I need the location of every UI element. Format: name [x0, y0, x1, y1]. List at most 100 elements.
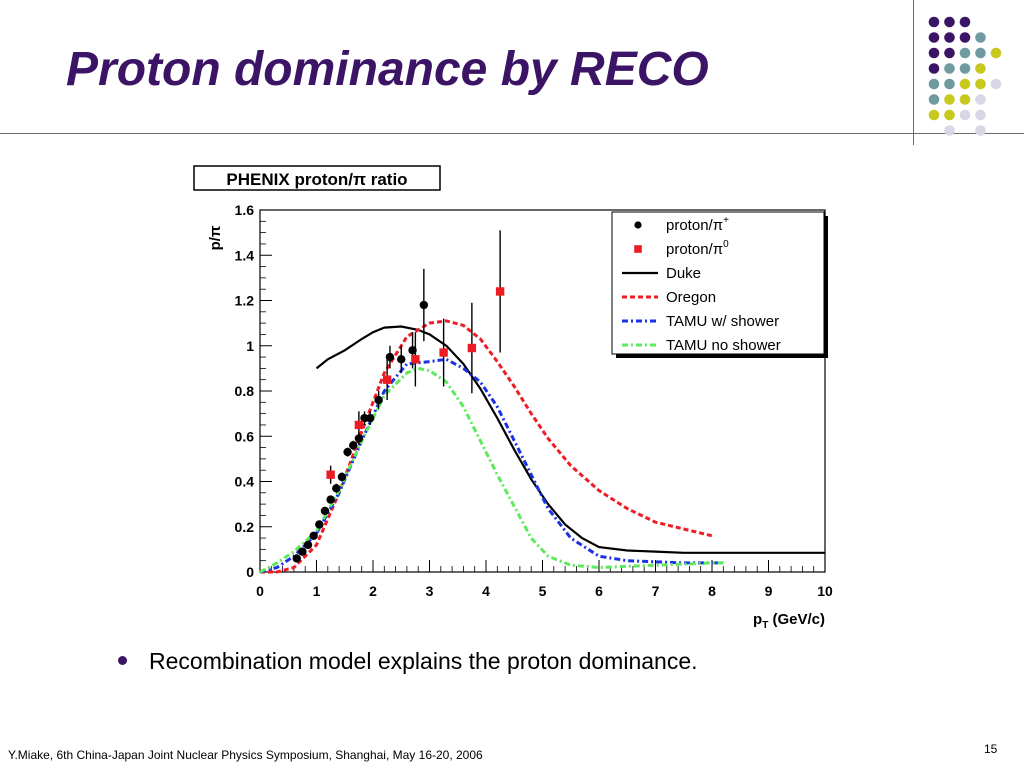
- data-point-proton-pi-plus: [385, 352, 395, 362]
- curve-oregon: [260, 319, 713, 574]
- legend-frame: [611, 211, 825, 355]
- data-point-proton-pi-plus: [343, 447, 352, 457]
- data-point-proton-pi-plus: [292, 554, 301, 563]
- decor-dot: [975, 47, 986, 59]
- decor-dot: [928, 63, 940, 74]
- legend-label: TAMU no shower: [666, 337, 781, 354]
- model-curves: [259, 319, 825, 574]
- decor-dot: [944, 47, 955, 59]
- legend-label: Duke: [666, 265, 701, 282]
- decor-dot: [975, 109, 986, 121]
- data-point-proton-pi-plus: [320, 506, 330, 516]
- x-tick-label: 2: [369, 583, 377, 599]
- x-tick-label: 8: [708, 583, 716, 599]
- chart-title-frame: [193, 165, 441, 191]
- x-tick-label: 0: [256, 583, 264, 599]
- decor-dot: [944, 94, 955, 105]
- decor-dot: [959, 78, 971, 90]
- chart-title: PHENIX proton/π ratio: [226, 170, 407, 189]
- data-point-proton-pi-plus: [397, 355, 406, 364]
- y-tick-label: 1.4: [235, 247, 255, 263]
- data-point-proton-pi-plus: [349, 441, 358, 450]
- legend-label: Oregon: [666, 289, 716, 306]
- y-tick-label: 0.6: [235, 428, 255, 444]
- data-points: [292, 230, 505, 563]
- data-point-proton-pi-zero: [439, 348, 448, 357]
- data-point-proton-pi-plus: [419, 300, 429, 310]
- decor-dot: [959, 16, 971, 28]
- decor-dot: [944, 109, 955, 121]
- decor-dot: [959, 109, 971, 121]
- bullet-dot-icon: [118, 656, 127, 666]
- data-point-proton-pi-plus: [332, 484, 341, 493]
- page-number: 15: [984, 742, 998, 756]
- decor-dot: [990, 78, 1002, 90]
- data-point-proton-pi-plus: [326, 495, 335, 504]
- data-point-proton-pi-plus: [337, 472, 347, 482]
- decor-dot: [928, 94, 940, 105]
- proton-pion-ratio-chart: PHENIX proton/π ratio 0 0.2 0.4 0.6 0.8 1 1.2 1…: [193, 165, 833, 631]
- data-point-proton-pi-zero: [326, 470, 335, 479]
- decor-dot: [944, 78, 955, 90]
- data-point-proton-pi-zero: [495, 287, 505, 296]
- x-axis-label: pT (GeV/c): [753, 611, 825, 631]
- x-tick-label: 3: [426, 583, 434, 599]
- decor-dot: [975, 78, 986, 90]
- data-point-proton-pi-zero: [354, 420, 364, 430]
- y-tick-label: 0.4: [235, 474, 255, 490]
- data-point-proton-pi-plus: [365, 413, 375, 423]
- data-point-proton-pi-plus: [315, 520, 324, 529]
- decor-dot: [944, 32, 955, 43]
- decor-dot: [959, 32, 971, 43]
- bullet-item: Recombination model explains the proton …: [118, 648, 698, 675]
- x-tick-label: 6: [595, 583, 603, 599]
- decor-dot: [975, 32, 986, 43]
- decor-dot: [959, 94, 971, 105]
- y-tick-label: 0.2: [235, 519, 255, 535]
- chart-legend: proton/π+ proton/π0 Duke Oregon TAMU w/ show…: [611, 211, 828, 358]
- legend-label: proton/π+: [666, 215, 729, 234]
- data-point-proton-pi-zero: [411, 355, 420, 364]
- decor-dot: [928, 78, 940, 90]
- decor-dot: [975, 94, 986, 105]
- legend-marker-circle: [634, 221, 642, 229]
- y-tick-label: 0.8: [235, 383, 255, 399]
- data-point-proton-pi-plus: [309, 531, 318, 540]
- x-tick-label: 1: [313, 583, 321, 599]
- chart-title-box: PHENIX proton/π ratio: [193, 165, 441, 191]
- decor-dot: [975, 125, 986, 136]
- decor-dot: [959, 47, 971, 59]
- x-tick-label: 7: [652, 583, 660, 599]
- x-tick-label: 4: [482, 583, 490, 599]
- data-point-proton-pi-plus: [374, 395, 383, 405]
- decor-dot: [959, 63, 971, 74]
- y-tick-label: 1.2: [235, 293, 255, 309]
- legend-label: TAMU w/ shower: [666, 313, 779, 330]
- y-tick-label: 1: [246, 338, 254, 354]
- legend-marker-square: [634, 245, 642, 253]
- decor-dot: [928, 16, 940, 28]
- data-point-proton-pi-zero: [382, 375, 392, 384]
- decor-dot: [928, 109, 940, 121]
- decor-dot: [928, 32, 940, 43]
- decor-dot: [944, 125, 955, 136]
- data-point-proton-pi-zero: [467, 343, 477, 353]
- bullet-text: Recombination model explains the proton …: [149, 648, 698, 674]
- curve-tamu-no-shower: [259, 366, 724, 574]
- x-tick-label: 9: [765, 583, 773, 599]
- x-tick-label: 5: [539, 583, 547, 599]
- x-tick-label: 10: [817, 583, 833, 599]
- decor-dot: [928, 47, 940, 59]
- y-tick-label: 0: [246, 564, 254, 580]
- legend-label: proton/π0: [666, 239, 729, 258]
- y-tick-label: 1.6: [235, 202, 255, 218]
- y-axis-label: p/π: [207, 225, 224, 250]
- decorative-dot-grid: [928, 16, 1002, 136]
- curve-duke: [315, 325, 825, 554]
- decor-dot: [944, 16, 955, 28]
- footer-text: Y.Miake, 6th China-Japan Joint Nuclear P…: [8, 748, 483, 762]
- title-divider: [0, 133, 1024, 134]
- corner-divider: [913, 0, 914, 145]
- decor-dot: [944, 63, 955, 74]
- data-point-proton-pi-plus: [303, 540, 313, 550]
